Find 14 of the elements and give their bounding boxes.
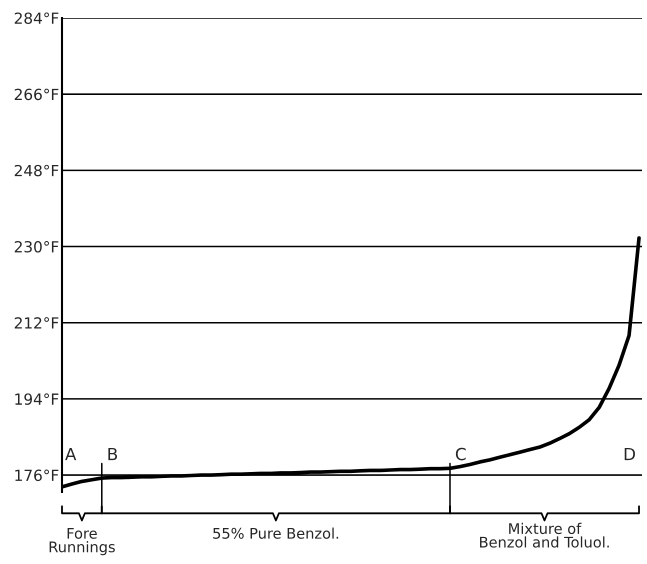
annotation: D xyxy=(624,448,635,460)
y-tick-label: 194°F xyxy=(15,393,58,405)
y-tick-label: 266°F xyxy=(14,88,58,100)
annotation: A xyxy=(65,448,76,460)
text: Mixture of Benzol and Toluol. xyxy=(480,522,609,548)
y-tick-label: 248°F xyxy=(14,164,58,176)
annotation: B xyxy=(108,448,118,460)
text: 55% Pure Benzol. xyxy=(213,528,338,539)
y-tick-label: 284°F xyxy=(14,12,58,24)
y-tick-label: 230°F xyxy=(14,241,58,253)
y-tick-label: 212°F xyxy=(14,317,58,329)
annotation: C xyxy=(456,448,466,460)
text: Fore Runnings xyxy=(50,528,115,556)
y-tick-label: 176°F xyxy=(15,470,58,482)
